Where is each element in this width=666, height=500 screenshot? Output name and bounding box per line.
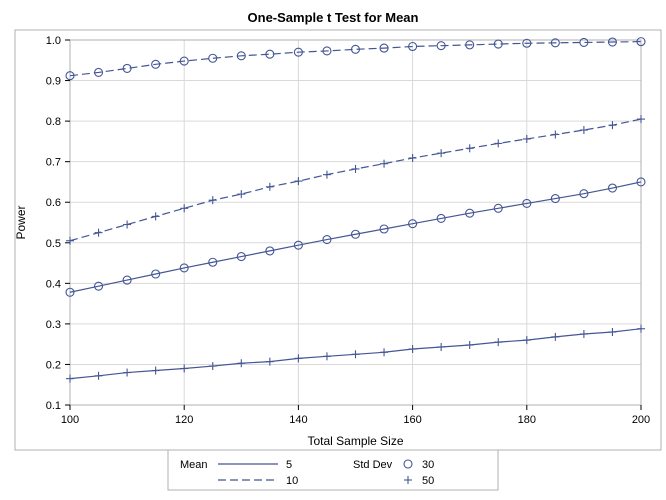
legend-stddev-item: 50 bbox=[422, 475, 434, 487]
chart-container: One-Sample t Test for Mean 100 120 140 160 18… bbox=[0, 0, 666, 500]
x-axis-label: Total Sample Size bbox=[307, 434, 403, 448]
x-tick-label: 140 bbox=[289, 414, 307, 426]
y-tick-label: 0.3 bbox=[46, 319, 61, 331]
legend-mean-item: 5 bbox=[286, 459, 292, 471]
y-tick-label: 0.6 bbox=[46, 197, 61, 209]
y-tick-label: 0.5 bbox=[46, 238, 61, 250]
legend-mean-label: Mean bbox=[180, 459, 208, 471]
y-axis-label: Power bbox=[14, 205, 28, 239]
y-tick-label: 0.2 bbox=[46, 359, 61, 371]
legend-stddev-label: Std Dev bbox=[353, 459, 393, 471]
y-tick-label: 0.1 bbox=[46, 400, 61, 412]
legend-stddev-item: 30 bbox=[422, 459, 434, 471]
legend: Mean 5 10 Std Dev 30 50 bbox=[168, 450, 498, 490]
x-tick-label: 200 bbox=[632, 414, 650, 426]
y-tick-label: 0.7 bbox=[46, 157, 61, 169]
y-tick-label: 1.0 bbox=[46, 35, 61, 47]
legend-mean-item: 10 bbox=[286, 475, 298, 487]
y-tick-label: 0.9 bbox=[46, 76, 61, 88]
x-tick-label: 160 bbox=[403, 414, 421, 426]
chart-title: One-Sample t Test for Mean bbox=[248, 10, 419, 25]
y-tick-label: 0.4 bbox=[46, 278, 61, 290]
x-tick-label: 100 bbox=[61, 414, 79, 426]
x-tick-label: 180 bbox=[518, 414, 536, 426]
x-tick-label: 120 bbox=[175, 414, 193, 426]
y-tick-label: 0.8 bbox=[46, 116, 61, 128]
